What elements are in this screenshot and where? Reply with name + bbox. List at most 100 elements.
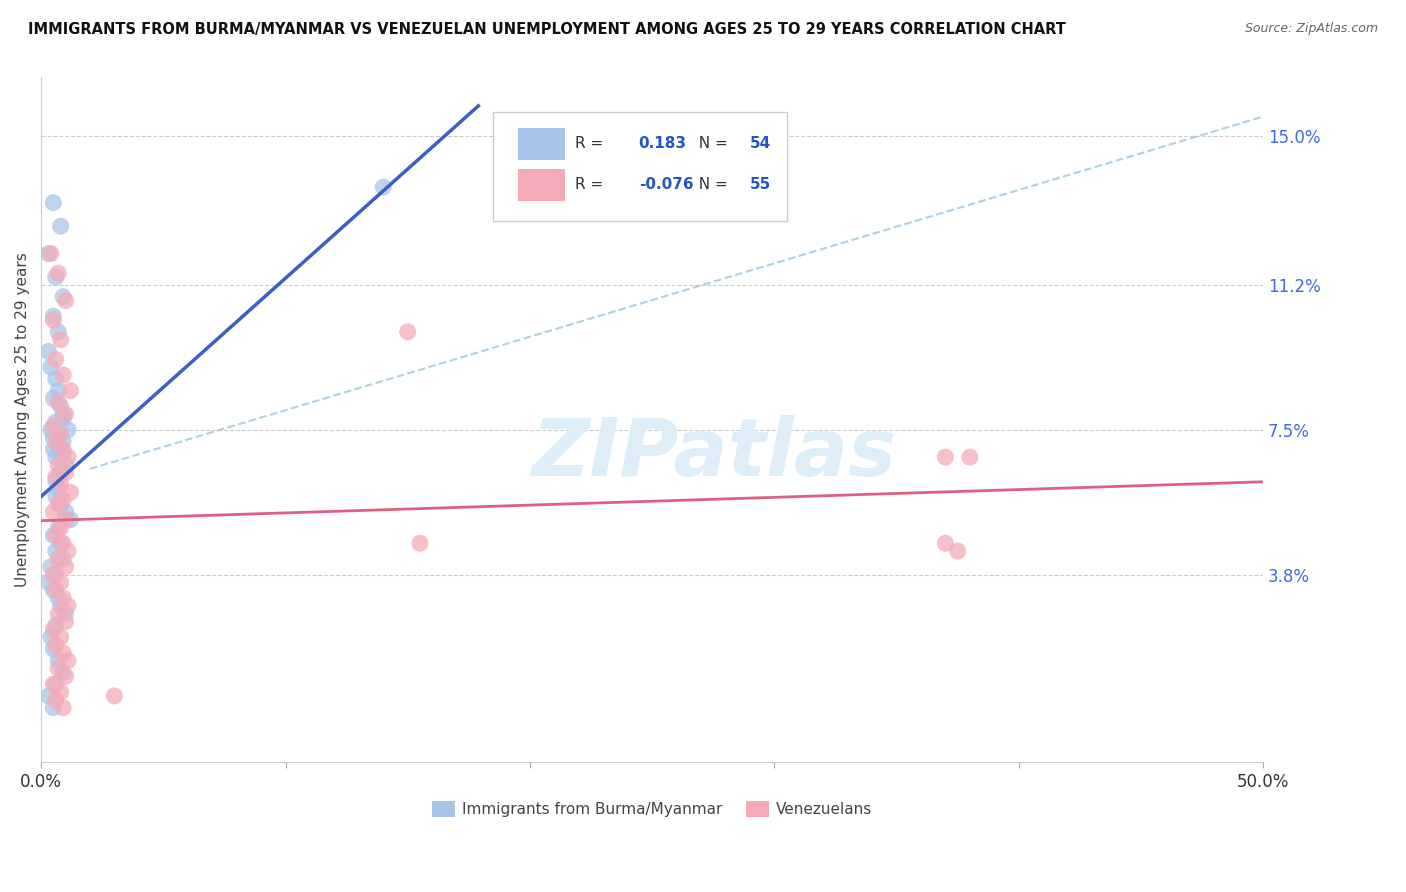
Point (959, 450, 981, 464)
Point (37, 575, 59, 590)
Text: 0.183: 0.183 (638, 136, 686, 152)
Point (52, 411, 75, 425)
Point (46, 384, 69, 398)
Point (46, 395, 69, 409)
Point (42, 392, 65, 406)
Point (42, 309, 65, 323)
Text: -0.076: -0.076 (638, 178, 693, 193)
Point (49, 333, 72, 347)
Point (46, 591, 69, 605)
Point (52, 290, 75, 304)
Point (49, 219, 72, 234)
Point (49, 497, 72, 511)
Point (45, 434, 67, 449)
Point (56, 654, 79, 668)
Point (45, 415, 67, 429)
Point (39, 423, 62, 437)
Point (42, 313, 65, 327)
Point (52, 434, 75, 449)
Point (45, 469, 67, 483)
Point (42, 442, 65, 457)
Point (42, 418, 65, 433)
Point (55, 559, 77, 574)
Point (46, 661, 69, 675)
Point (42, 195, 65, 210)
Point (56, 423, 79, 437)
Point (45, 583, 67, 598)
Point (46, 426, 69, 441)
Point (45, 270, 67, 285)
Point (42, 623, 65, 637)
Point (46, 607, 69, 621)
Point (52, 700, 75, 714)
Text: IMMIGRANTS FROM BURMA/MYANMAR VS VENEZUELAN UNEMPLOYMENT AMONG AGES 25 TO 29 YEA: IMMIGRANTS FROM BURMA/MYANMAR VS VENEZUE… (28, 22, 1066, 37)
Point (52, 368, 75, 382)
Point (56, 544, 79, 558)
Point (52, 442, 75, 457)
Point (45, 544, 67, 558)
Point (55, 458, 77, 472)
Point (52, 665, 75, 680)
Point (45, 450, 67, 464)
Point (396, 325, 419, 339)
Text: R =: R = (575, 136, 609, 152)
Point (49, 536, 72, 550)
Point (49, 520, 72, 534)
Point (45, 618, 67, 632)
Point (46, 458, 69, 472)
Text: Source: ZipAtlas.com: Source: ZipAtlas.com (1244, 22, 1378, 36)
Point (373, 180, 395, 194)
Point (45, 638, 67, 652)
Point (49, 575, 72, 590)
Point (45, 693, 67, 707)
Point (409, 536, 432, 550)
Point (42, 583, 65, 598)
Point (49, 599, 72, 613)
Text: R =: R = (575, 178, 609, 193)
Point (39, 630, 62, 644)
FancyBboxPatch shape (494, 112, 786, 221)
Point (52, 591, 75, 605)
Point (46, 497, 69, 511)
Point (52, 493, 75, 508)
FancyBboxPatch shape (517, 128, 565, 160)
Text: 55: 55 (749, 178, 770, 193)
Point (46, 654, 69, 668)
Point (45, 528, 67, 542)
Point (59, 513, 82, 527)
Point (46, 438, 69, 452)
Point (49, 399, 72, 413)
Point (37, 689, 59, 703)
Point (55, 669, 77, 683)
Point (46, 266, 69, 280)
Point (52, 446, 75, 460)
Point (49, 477, 72, 491)
Point (39, 360, 62, 375)
Point (42, 505, 65, 519)
Text: 54: 54 (749, 136, 770, 152)
Text: N =: N = (689, 136, 733, 152)
Point (45, 372, 67, 386)
Point (52, 552, 75, 566)
Point (42, 641, 65, 656)
Point (934, 536, 956, 550)
Point (46, 325, 69, 339)
Point (39, 246, 62, 260)
Point (59, 485, 82, 500)
Point (46, 482, 69, 496)
Point (55, 607, 77, 621)
Point (55, 513, 77, 527)
Point (49, 466, 72, 480)
Point (946, 544, 969, 558)
Point (42, 677, 65, 691)
Point (56, 599, 79, 613)
Point (45, 352, 67, 367)
Point (55, 466, 77, 480)
Point (46, 520, 69, 534)
Point (49, 426, 72, 441)
Legend: Immigrants from Burma/Myanmar, Venezuelans: Immigrants from Burma/Myanmar, Venezuela… (426, 795, 879, 823)
Point (55, 293, 77, 308)
Point (56, 450, 79, 464)
Point (42, 700, 65, 714)
Point (46, 552, 69, 566)
